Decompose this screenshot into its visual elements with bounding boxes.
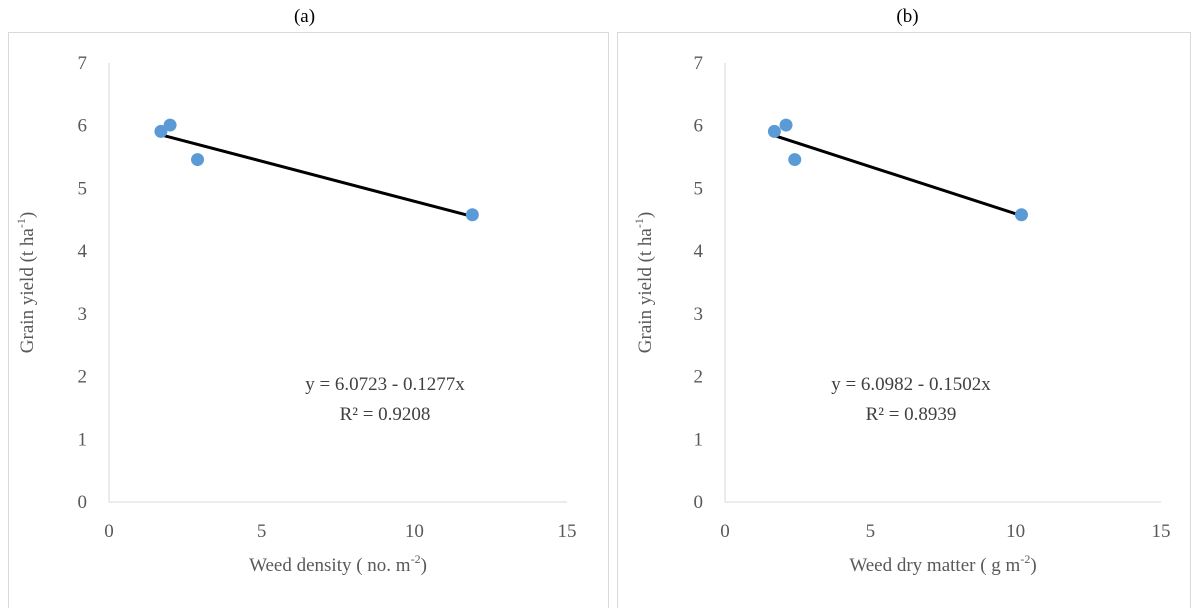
y-tick-label: 4	[694, 241, 704, 262]
x-tick-label: 10	[1006, 521, 1025, 542]
y-tick-label: 7	[78, 53, 88, 74]
chart-frame-a	[8, 32, 609, 608]
x-tick-label: 5	[866, 521, 876, 542]
x-axis-title: Weed dry matter ( g m-2)	[849, 552, 1036, 576]
r-squared-label: R² = 0.9208	[340, 404, 431, 425]
y-tick-label: 3	[694, 304, 704, 325]
y-tick-label: 2	[694, 367, 704, 388]
y-tick-label: 3	[78, 304, 88, 325]
data-point	[163, 118, 177, 132]
x-tick-label: 0	[104, 521, 114, 542]
data-point	[154, 124, 168, 138]
x-tick-label: 0	[720, 521, 730, 542]
y-tick-label: 5	[78, 178, 88, 199]
data-point	[788, 153, 802, 167]
chart-panel-b: (b) 0 1 2 3 4 5 6 7 0 5 10 15 Weed dry matter ( g m-…	[617, 0, 1198, 608]
data-point	[1014, 208, 1028, 222]
y-tick-label: 1	[78, 429, 88, 450]
r-squared-label: R² = 0.8939	[866, 404, 957, 425]
y-tick-label: 6	[694, 116, 704, 137]
y-tick-label: 2	[78, 367, 88, 388]
y-tick-label: 0	[694, 492, 704, 513]
y-tick-label: 0	[78, 492, 88, 513]
scatter-plot-b: 0 1 2 3 4 5 6 7 0 5 10 15 Weed dry matter ( g m-2) Gr…	[632, 53, 1171, 576]
x-axis-title: Weed density ( no. m-2)	[249, 552, 427, 576]
data-point	[767, 124, 781, 138]
y-tick-label: 5	[694, 178, 704, 199]
y-axis-title: Grain yield (t ha-1)	[632, 212, 656, 353]
data-point	[191, 153, 205, 167]
regression-equation: y = 6.0723 - 0.1277x	[305, 374, 465, 395]
x-tick-label: 15	[1152, 521, 1171, 542]
y-tick-label: 1	[694, 429, 704, 450]
data-point	[465, 208, 479, 222]
y-tick-label: 7	[694, 53, 704, 74]
chart-frame-b	[617, 32, 1191, 608]
data-point	[779, 118, 793, 132]
panel-label-b: (b)	[896, 6, 919, 27]
y-axis-title: Grain yield (t ha-1)	[14, 212, 38, 353]
chart-panel-a: (a) 0 1 2 3 4 5 6 7 0 5 10 15 Weed density ( no. m-2…	[8, 6, 609, 608]
x-tick-label: 15	[558, 521, 577, 542]
x-tick-label: 5	[257, 521, 267, 542]
y-tick-label: 4	[78, 241, 88, 262]
y-tick-label: 6	[78, 116, 88, 137]
scatter-plot-a: 0 1 2 3 4 5 6 7 0 5 10 15 Weed density ( no. m-2) Gra…	[14, 53, 577, 576]
panel-label-a: (a)	[293, 6, 316, 27]
trendline	[773, 134, 1022, 218]
x-tick-label: 10	[405, 521, 424, 542]
trendline	[160, 133, 473, 218]
regression-equation: y = 6.0982 - 0.1502x	[831, 374, 991, 395]
